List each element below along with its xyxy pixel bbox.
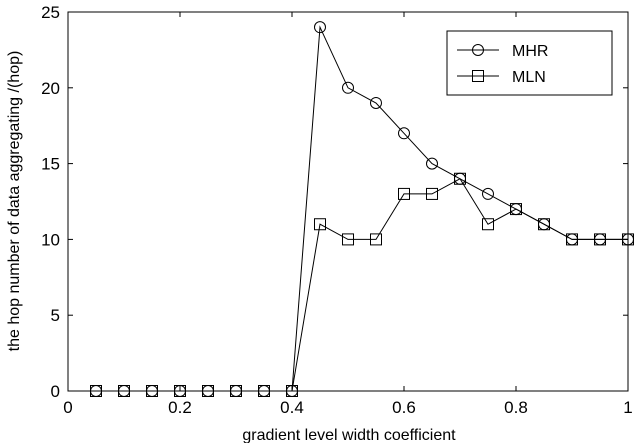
legend-box bbox=[446, 30, 613, 96]
data-point-mhr bbox=[370, 96, 382, 109]
data-point-mhr bbox=[398, 127, 410, 140]
data-point-mln bbox=[538, 218, 550, 231]
x-tick-label: 1 bbox=[623, 398, 632, 417]
legend-label-mln: MLN bbox=[512, 69, 546, 86]
y-tick-label: 10 bbox=[41, 230, 60, 249]
data-point-mln bbox=[454, 172, 466, 185]
x-tick-label: 0 bbox=[63, 398, 72, 417]
y-tick-label: 20 bbox=[41, 79, 60, 98]
data-point-mln bbox=[510, 203, 522, 216]
data-point-mln bbox=[370, 233, 382, 246]
data-point-mhr bbox=[314, 21, 326, 34]
legend-marker-mln bbox=[472, 70, 484, 82]
data-point-mln bbox=[314, 218, 326, 231]
y-tick-label: 0 bbox=[51, 382, 60, 401]
y-tick-label: 5 bbox=[51, 306, 60, 325]
data-point-mln bbox=[566, 233, 578, 246]
legend-label-mhr: MHR bbox=[512, 43, 548, 60]
x-tick-label: 0.8 bbox=[504, 398, 528, 417]
data-point-mln bbox=[342, 233, 354, 246]
data-point-mhr bbox=[482, 187, 494, 200]
y-tick-label: 25 bbox=[41, 3, 60, 22]
x-axis-label: gradient level width coefficient bbox=[242, 427, 456, 443]
x-tick-label: 0.6 bbox=[392, 398, 416, 417]
y-tick-label: 15 bbox=[41, 155, 60, 174]
legend: MHR MLN bbox=[446, 30, 613, 96]
data-point-mhr bbox=[426, 157, 438, 170]
x-tick-label: 0.2 bbox=[168, 398, 192, 417]
y-axis-label: the hop number of data aggregating /(hop… bbox=[6, 51, 23, 352]
series-mln bbox=[90, 172, 634, 397]
series-line-mln bbox=[96, 178, 628, 392]
data-point-mln bbox=[482, 218, 494, 231]
legend-marker-mhr bbox=[472, 44, 484, 56]
data-point-mln bbox=[594, 233, 606, 246]
data-point-mhr bbox=[342, 81, 354, 94]
data-point-mln bbox=[398, 187, 410, 200]
data-point-mln bbox=[426, 187, 438, 200]
plot-frame bbox=[67, 11, 629, 392]
x-tick-label: 0.4 bbox=[280, 398, 304, 417]
